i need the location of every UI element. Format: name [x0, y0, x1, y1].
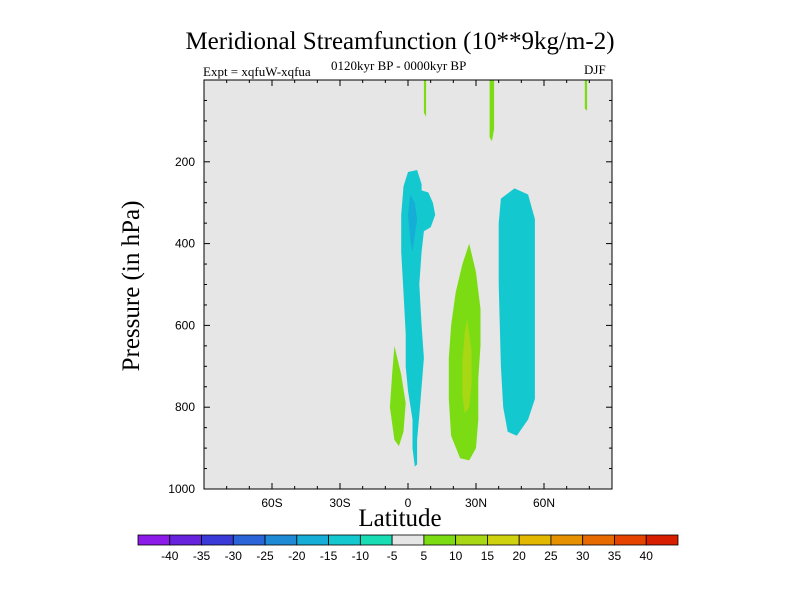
colorbar-label: 10	[449, 549, 463, 563]
y-tick-label: 200	[175, 155, 195, 169]
experiment-label: Expt = xqfuW-xqfua	[203, 64, 311, 79]
contour-pos-core-north	[462, 319, 472, 414]
colorbar-label: -10	[352, 549, 370, 563]
colorbar-swatch	[487, 534, 520, 546]
colorbar-swatch	[391, 534, 425, 546]
chart-title: Meridional Streamfunction (10**9kg/m-2)	[185, 28, 615, 55]
colorbar-label: 25	[544, 549, 558, 563]
colorbar-label: -5	[387, 549, 398, 563]
y-tick-label: 800	[175, 400, 195, 414]
x-tick-label: 0	[405, 496, 412, 510]
colorbar-swatch	[201, 534, 234, 546]
y-tick-label: 400	[175, 237, 195, 251]
colorbar-label: -40	[161, 549, 179, 563]
x-tick-label: 60N	[533, 496, 555, 510]
y-tick-label: 600	[175, 318, 195, 332]
colorbar-label: 40	[640, 549, 654, 563]
contour-pos-streak-top-2	[489, 80, 495, 142]
colorbar: -40 -35 -30 -25 -20 -15 -10 -5 5 10 15 20 25 30 35 40	[137, 534, 679, 563]
x-axis-label: Latitude	[358, 505, 442, 532]
colorbar-swatch	[550, 534, 584, 546]
contour-neg-core-tropics	[408, 194, 418, 252]
colorbar-label: 5	[421, 549, 428, 563]
x-tick-label: 60S	[261, 496, 282, 510]
colorbar-label: -20	[288, 549, 306, 563]
colorbar-label: -25	[256, 549, 274, 563]
period-label: 0120kyr BP - 0000kyr BP	[331, 58, 467, 73]
season-label: DJF	[584, 62, 606, 77]
colorbar-label: -35	[193, 549, 211, 563]
colorbar-swatch	[423, 534, 457, 546]
contour-neg-streak-midlat	[498, 188, 535, 436]
colorbar-label: 15	[481, 549, 495, 563]
contour-pos-cell-south	[389, 345, 406, 447]
colorbar-swatch	[582, 534, 615, 546]
plot-area	[204, 80, 612, 489]
colorbar-label: 35	[608, 549, 622, 563]
colorbar-swatch	[264, 534, 298, 546]
colorbar-swatch	[614, 534, 647, 546]
colorbar-swatch	[296, 534, 329, 546]
colorbar-label: -30	[225, 549, 243, 563]
colorbar-swatch	[328, 534, 361, 546]
colorbar-swatch	[645, 534, 679, 546]
contour-pos-streak-top-1	[423, 80, 427, 117]
x-tick-label: 30N	[465, 496, 487, 510]
colorbar-swatch	[455, 534, 488, 546]
colorbar-swatch	[232, 534, 266, 546]
colorbar-label: 30	[576, 549, 590, 563]
axes: 200 400 600 800 1000 60S 30S 0 30N 60N	[168, 79, 613, 510]
colorbar-label: 20	[512, 549, 526, 563]
colorbar-swatch	[359, 534, 393, 546]
colorbar-label: -15	[320, 549, 338, 563]
contour-neg-column-tropics	[401, 170, 436, 467]
x-tick-label: 30S	[329, 496, 350, 510]
y-tick-label: 1000	[168, 482, 195, 496]
colorbar-swatch	[169, 534, 202, 546]
colorbar-swatch	[518, 534, 552, 546]
contour-pos-streak-top-3	[584, 80, 588, 111]
colorbar-swatch	[137, 534, 171, 546]
